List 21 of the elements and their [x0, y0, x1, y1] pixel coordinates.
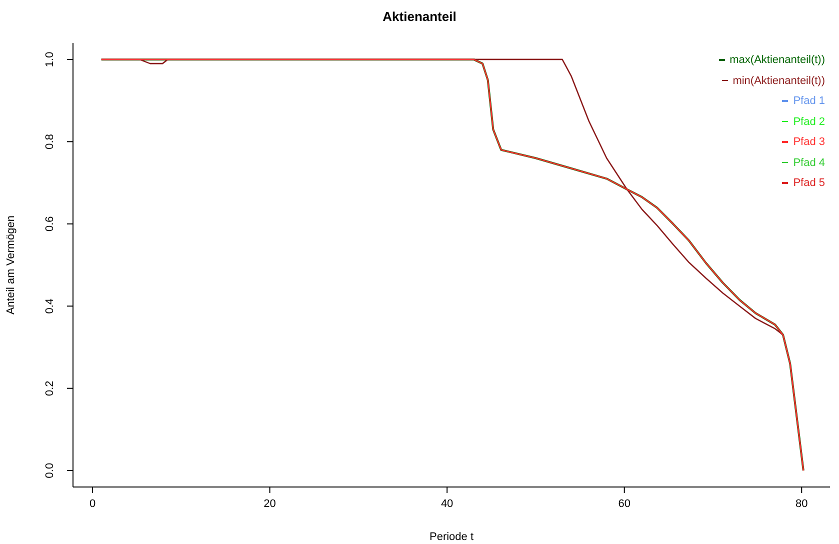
x-tick-label: 20 [264, 498, 276, 510]
x-axis-title: Periode t [429, 531, 474, 543]
legend-label: Pfad 1 [793, 95, 825, 107]
y-tick-label: 0.2 [44, 380, 56, 396]
y-tick-label: 0.0 [44, 462, 56, 478]
y-tick-label: 0.4 [44, 298, 56, 314]
y-tick-label: 1.0 [44, 52, 56, 68]
y-tick-label: 0.8 [44, 134, 56, 150]
legend-label: Pfad 3 [793, 136, 825, 148]
x-tick-label: 40 [440, 498, 454, 510]
y-axis-title: Anteil am Vermögen [4, 215, 17, 315]
chart-title: Aktienanteil [382, 9, 458, 24]
legend-label: Pfad 2 [793, 116, 825, 128]
x-tick-label: 60 [618, 498, 630, 510]
y-tick-label: 0.6 [44, 216, 56, 232]
legend-label: min(Aktienanteil(t)) [732, 74, 825, 86]
legend-label: Pfad 4 [793, 156, 825, 168]
legend-label: Pfad 5 [793, 177, 825, 189]
legend-label: max(Aktienanteil(t)) [730, 54, 825, 66]
x-tick-label: 80 [796, 498, 808, 510]
x-tick-label: 0 [89, 498, 96, 510]
